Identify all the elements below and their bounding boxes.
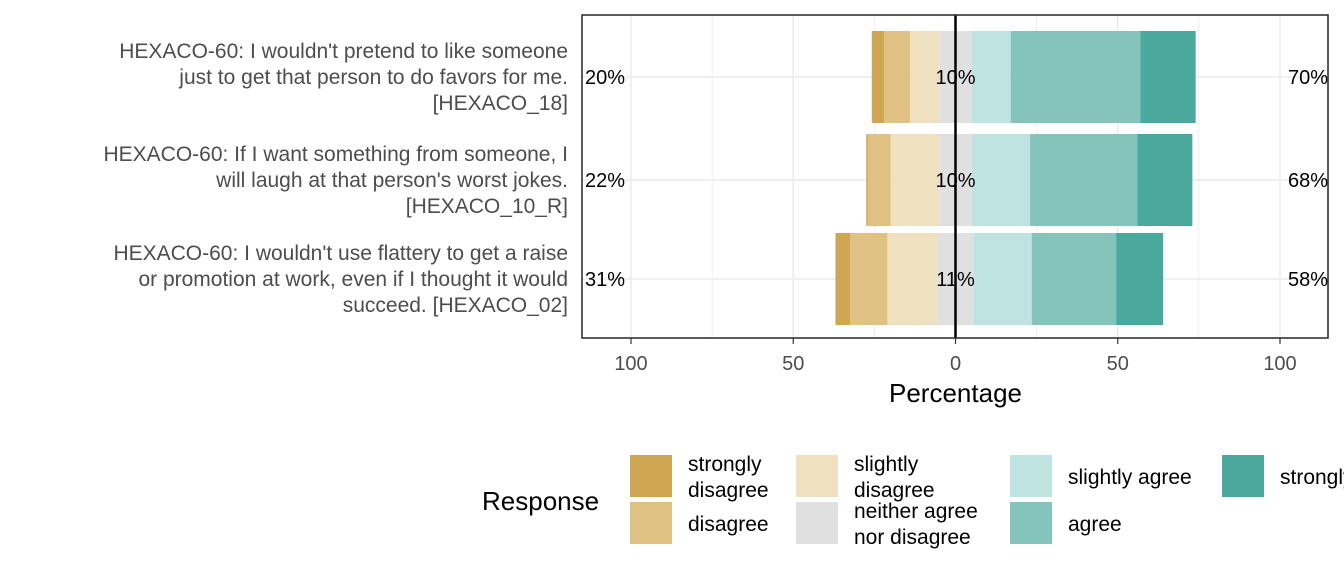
low-percent-label: 31% — [585, 269, 625, 291]
x-tick-label: 100 — [1263, 353, 1296, 375]
bar-segment-strongly-agree — [1137, 134, 1193, 226]
legend-label-line: disagree — [688, 479, 769, 502]
bar-segment-slightly-agree — [971, 134, 1031, 226]
bar-segment-disagree — [884, 31, 911, 123]
legend-label: strongly disagree — [688, 453, 769, 502]
legend-label: neither agree nor disagree — [854, 500, 978, 549]
high-percent-label: 70% — [1288, 67, 1328, 89]
legend-label: slightly agree — [1068, 466, 1192, 489]
legend-label: slightly disagree — [854, 453, 935, 502]
bar-segment-slightly-disagree — [887, 233, 938, 325]
bar-segment-agree — [1030, 134, 1138, 226]
bar-segment-strongly-disagree — [835, 233, 851, 325]
bar-segment-slightly-agree — [973, 233, 1032, 325]
legend: Response strongly disagreedisagreeslightl… — [482, 453, 1344, 549]
bar-segment-strongly-agree — [1116, 233, 1164, 325]
legend-label-line: strongly — [688, 453, 762, 476]
item-label-line: succeed. [HEXACO_02] — [343, 294, 568, 317]
neutral-percent-label: 10% — [935, 170, 975, 192]
legend-key-slightly-agree — [1010, 455, 1052, 497]
legend-key-slightly-disagree — [796, 455, 838, 497]
legend-label: disagree — [688, 513, 769, 536]
legend-label: strongly agree — [1280, 466, 1344, 489]
item-label-line: HEXACO-60: If I want something from some… — [103, 143, 568, 166]
x-tick-label: 100 — [614, 353, 647, 375]
item-label-line: will laugh at that person's worst jokes. — [215, 169, 568, 192]
item-labels: HEXACO-60: I wouldn't pretend to like so… — [103, 40, 568, 317]
bar-segment-slightly-agree — [971, 31, 1011, 123]
bar-segment-slightly-disagree — [910, 31, 940, 123]
item-label-line: HEXACO-60: I wouldn't use flattery to ge… — [113, 242, 568, 265]
bar-segment-strongly-agree — [1140, 31, 1196, 123]
high-percent-label: 68% — [1288, 170, 1328, 192]
legend-label-line: nor disagree — [854, 526, 971, 549]
neutral-percent-label: 11% — [936, 269, 975, 291]
bar-segment-slightly-disagree — [890, 134, 940, 226]
legend-key-disagree — [630, 502, 672, 544]
bar-segment-agree — [1010, 31, 1141, 123]
bar-segment-agree — [1031, 233, 1117, 325]
legend-label: agree — [1068, 513, 1122, 536]
bar-segment-disagree — [867, 134, 891, 226]
item-label-line: [HEXACO_18] — [433, 92, 568, 115]
item-label-line: HEXACO-60: I wouldn't pretend to like so… — [119, 40, 568, 63]
low-percent-label: 22% — [585, 170, 625, 192]
legend-label-line: neither agree — [854, 500, 978, 523]
x-axis-title: Percentage — [889, 378, 1022, 408]
item-label-line: just to get that person to do favors for… — [178, 66, 568, 89]
bar-layer — [835, 31, 1196, 325]
x-tick-label: 50 — [1107, 353, 1129, 375]
legend-label-line: slightly — [854, 453, 919, 476]
legend-key-agree — [1010, 502, 1052, 544]
legend-title: Response — [482, 486, 599, 516]
legend-key-strongly-disagree — [630, 455, 672, 497]
legend-label-line: disagree — [854, 479, 935, 502]
legend-key-strongly-agree — [1222, 455, 1264, 497]
low-percent-label: 20% — [585, 67, 625, 89]
item-label-line: [HEXACO_10_R] — [406, 195, 568, 218]
bar-segment-disagree — [850, 233, 888, 325]
bar-segment-strongly-disagree — [866, 134, 868, 226]
item-label-line: or promotion at work, even if I thought … — [138, 268, 568, 291]
neutral-percent-label: 10% — [935, 67, 975, 89]
legend-key-neither-agree-nor-disagree — [796, 502, 838, 544]
x-axis-ticks: 100 50 0 50 100 — [614, 338, 1297, 375]
x-tick-label: 0 — [950, 353, 961, 375]
x-tick-label: 50 — [782, 353, 804, 375]
percent-labels: 20% 10% 70% 22% 10% 68% 31% 11% 58% — [585, 67, 1328, 291]
high-percent-label: 58% — [1288, 269, 1328, 291]
bar-segment-strongly-disagree — [871, 31, 885, 123]
